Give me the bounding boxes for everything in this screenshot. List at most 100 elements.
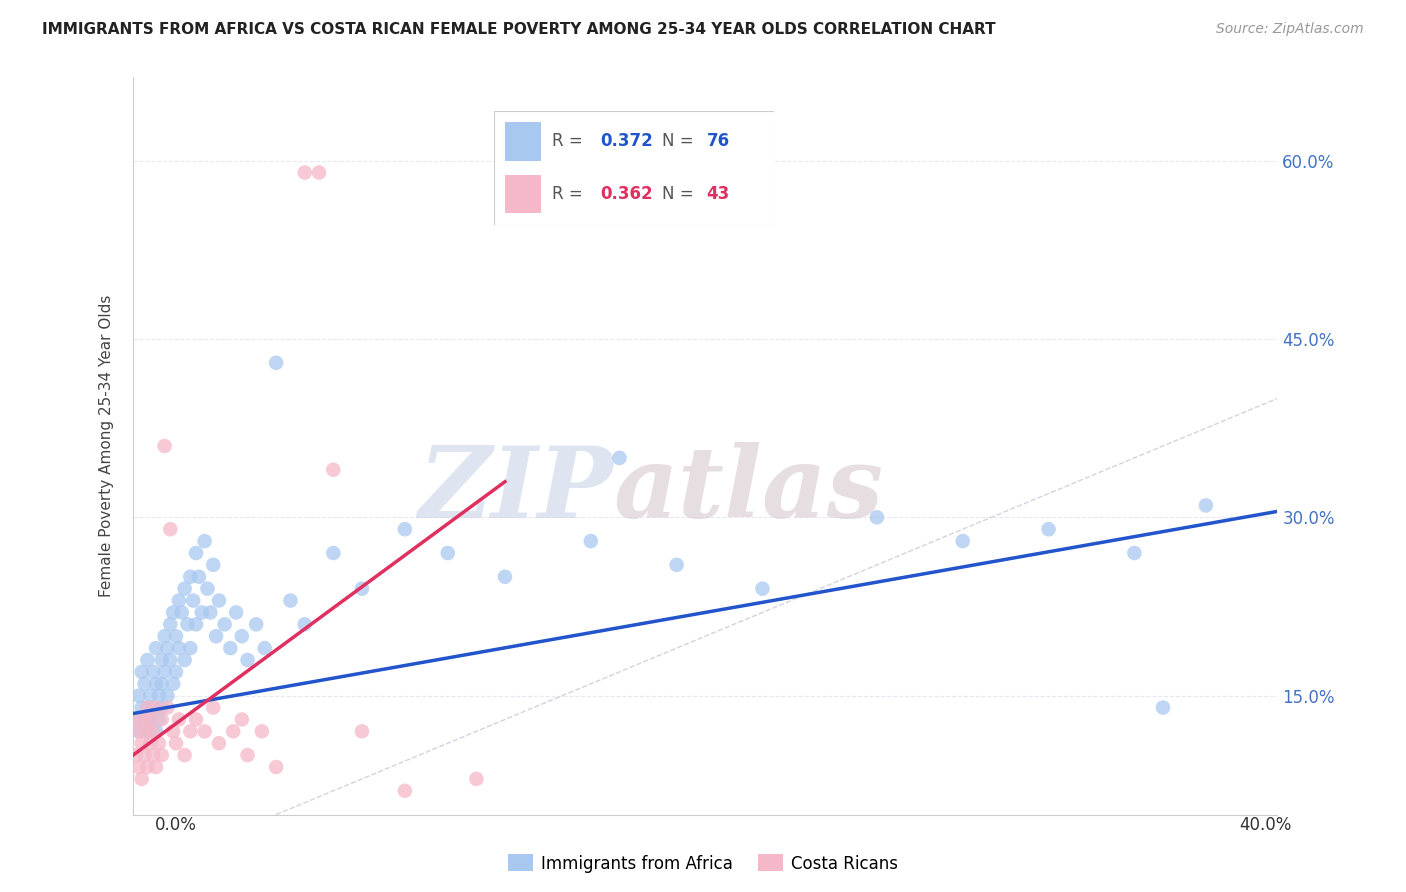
Point xyxy=(322,463,344,477)
Point xyxy=(179,570,201,584)
Point xyxy=(179,724,201,739)
Point xyxy=(150,713,173,727)
Point xyxy=(250,724,273,739)
Point xyxy=(494,570,516,584)
Point xyxy=(264,356,287,370)
Point xyxy=(394,522,416,536)
Point xyxy=(280,593,302,607)
Point xyxy=(236,748,259,763)
Point xyxy=(128,724,150,739)
Point xyxy=(202,700,225,714)
Point xyxy=(136,724,159,739)
Point xyxy=(184,617,207,632)
Point xyxy=(231,629,253,643)
Point xyxy=(128,724,150,739)
Point xyxy=(145,641,167,656)
Point xyxy=(205,629,228,643)
Point xyxy=(134,713,156,727)
Point xyxy=(394,784,416,798)
Point xyxy=(187,570,209,584)
Point xyxy=(136,700,159,714)
Point xyxy=(145,677,167,691)
Point xyxy=(159,617,181,632)
Point xyxy=(167,713,190,727)
Point xyxy=(156,641,179,656)
Point xyxy=(170,606,193,620)
Point xyxy=(142,748,165,763)
Point xyxy=(139,713,162,727)
Y-axis label: Female Poverty Among 25-34 Year Olds: Female Poverty Among 25-34 Year Olds xyxy=(100,295,114,597)
Point xyxy=(134,748,156,763)
Point xyxy=(1152,700,1174,714)
Point xyxy=(159,522,181,536)
Point xyxy=(131,736,153,750)
Point xyxy=(125,713,148,727)
Point xyxy=(181,593,204,607)
Point xyxy=(179,641,201,656)
Text: atlas: atlas xyxy=(613,442,884,539)
Point xyxy=(162,724,184,739)
Point xyxy=(139,713,162,727)
Point xyxy=(156,689,179,703)
Point xyxy=(219,641,242,656)
Text: IMMIGRANTS FROM AFRICA VS COSTA RICAN FEMALE POVERTY AMONG 25-34 YEAR OLDS CORRE: IMMIGRANTS FROM AFRICA VS COSTA RICAN FE… xyxy=(42,22,995,37)
Point xyxy=(245,617,267,632)
Point xyxy=(214,617,236,632)
Point xyxy=(162,677,184,691)
Point xyxy=(173,653,195,667)
Point xyxy=(236,653,259,667)
Point xyxy=(751,582,773,596)
Point xyxy=(173,748,195,763)
Point xyxy=(1123,546,1146,560)
Point xyxy=(225,606,247,620)
Point xyxy=(150,677,173,691)
Point xyxy=(142,665,165,679)
Point xyxy=(142,724,165,739)
Point xyxy=(208,736,231,750)
Point xyxy=(194,534,217,549)
Point xyxy=(609,450,631,465)
Text: ZIP: ZIP xyxy=(419,442,613,539)
Point xyxy=(131,665,153,679)
Point xyxy=(308,165,330,179)
Point xyxy=(153,629,176,643)
Text: 40.0%: 40.0% xyxy=(1239,816,1292,834)
Point xyxy=(222,724,245,739)
Point xyxy=(1195,499,1218,513)
Point xyxy=(167,641,190,656)
Point xyxy=(866,510,889,524)
Point xyxy=(148,689,170,703)
Point xyxy=(350,724,373,739)
Point xyxy=(231,713,253,727)
Point xyxy=(131,772,153,786)
Point xyxy=(150,700,173,714)
Text: Source: ZipAtlas.com: Source: ZipAtlas.com xyxy=(1216,22,1364,37)
Point xyxy=(128,760,150,774)
Point xyxy=(125,713,148,727)
Point xyxy=(579,534,602,549)
Point xyxy=(173,582,195,596)
Point xyxy=(156,700,179,714)
Point xyxy=(139,736,162,750)
Point xyxy=(165,629,187,643)
Point xyxy=(294,617,316,632)
Point xyxy=(131,700,153,714)
Point xyxy=(165,665,187,679)
Point xyxy=(145,760,167,774)
Point xyxy=(150,653,173,667)
Point xyxy=(136,724,159,739)
Point xyxy=(134,677,156,691)
Point xyxy=(253,641,276,656)
Point xyxy=(145,724,167,739)
Point xyxy=(148,736,170,750)
Point xyxy=(184,713,207,727)
Point xyxy=(162,606,184,620)
Point xyxy=(125,748,148,763)
Point xyxy=(153,665,176,679)
Point xyxy=(436,546,458,560)
Legend: Immigrants from Africa, Costa Ricans: Immigrants from Africa, Costa Ricans xyxy=(501,847,905,880)
Text: 0.0%: 0.0% xyxy=(155,816,197,834)
Point xyxy=(136,760,159,774)
Point xyxy=(136,653,159,667)
Point xyxy=(145,700,167,714)
